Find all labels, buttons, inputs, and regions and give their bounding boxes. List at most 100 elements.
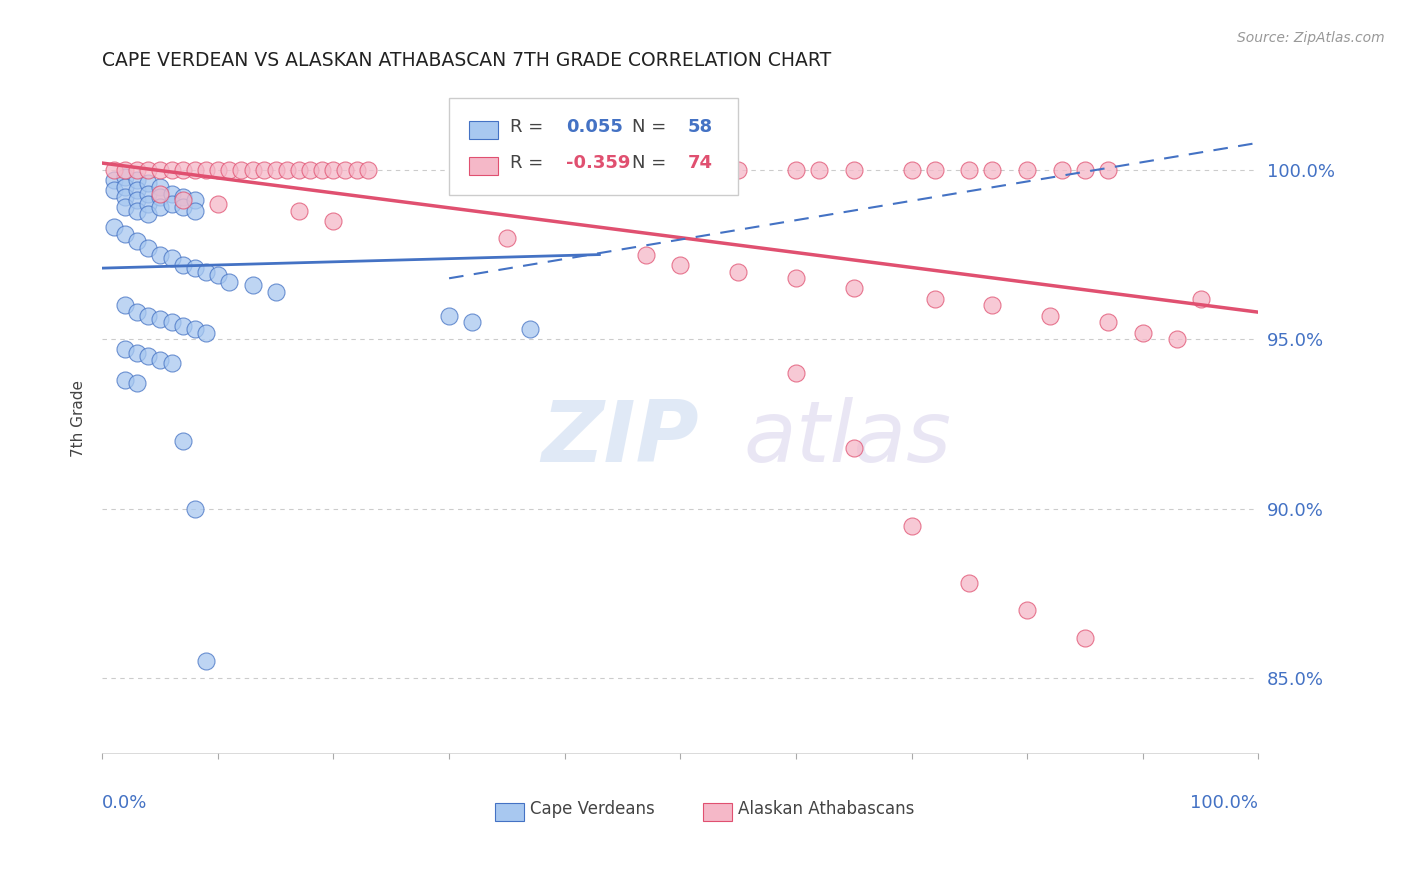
Point: [957, 162, 980, 177]
Point: [149, 162, 172, 177]
Point: [172, 318, 194, 333]
Point: [125, 173, 148, 187]
Point: [160, 162, 183, 177]
Point: [138, 162, 160, 177]
Point: [669, 258, 692, 272]
Point: [207, 196, 229, 211]
Point: [114, 169, 136, 184]
Point: [183, 501, 205, 516]
Point: [1166, 332, 1188, 346]
Point: [785, 162, 807, 177]
Text: 100.0%: 100.0%: [1191, 795, 1258, 813]
Point: [346, 162, 368, 177]
Point: [138, 241, 160, 255]
Point: [114, 298, 136, 312]
Point: [785, 271, 807, 285]
FancyBboxPatch shape: [468, 120, 498, 139]
Point: [461, 315, 484, 329]
FancyBboxPatch shape: [468, 157, 498, 175]
Point: [808, 162, 831, 177]
Point: [160, 186, 183, 201]
Point: [172, 194, 194, 208]
Point: [160, 356, 183, 370]
Point: [160, 315, 183, 329]
Text: R =: R =: [510, 154, 550, 172]
Point: [1039, 309, 1062, 323]
Point: [218, 275, 240, 289]
Point: [172, 162, 194, 177]
Point: [172, 434, 194, 448]
Point: [207, 268, 229, 282]
Point: [287, 162, 309, 177]
FancyBboxPatch shape: [495, 803, 524, 822]
Point: [125, 162, 148, 177]
FancyBboxPatch shape: [449, 98, 738, 195]
Point: [125, 203, 148, 218]
Point: [138, 349, 160, 363]
Point: [322, 213, 344, 227]
Text: N =: N =: [631, 154, 672, 172]
Point: [103, 183, 125, 197]
Point: [125, 194, 148, 208]
Point: [207, 162, 229, 177]
Point: [125, 376, 148, 391]
Point: [242, 162, 264, 177]
Text: 0.055: 0.055: [565, 118, 623, 136]
Text: ZIP: ZIP: [541, 398, 699, 481]
Point: [242, 278, 264, 293]
Point: [183, 162, 205, 177]
Point: [125, 346, 148, 360]
Point: [924, 162, 946, 177]
Point: [264, 285, 287, 299]
Point: [842, 281, 865, 295]
Point: [727, 264, 749, 278]
Point: [138, 186, 160, 201]
Point: [900, 518, 922, 533]
Point: [1050, 162, 1073, 177]
Point: [114, 373, 136, 387]
Point: [114, 200, 136, 214]
Point: [195, 326, 218, 340]
Point: [114, 190, 136, 204]
Text: -0.359: -0.359: [565, 154, 630, 172]
Text: Cape Verdeans: Cape Verdeans: [530, 800, 655, 819]
Point: [1189, 292, 1212, 306]
Text: 58: 58: [688, 118, 713, 136]
Point: [103, 162, 125, 177]
Point: [1017, 603, 1039, 617]
Point: [149, 200, 172, 214]
Point: [160, 196, 183, 211]
Point: [172, 200, 194, 214]
Point: [299, 162, 322, 177]
Point: [1074, 631, 1097, 645]
Point: [138, 309, 160, 323]
Text: atlas: atlas: [744, 398, 952, 481]
Point: [183, 261, 205, 276]
Point: [311, 162, 333, 177]
Point: [160, 251, 183, 265]
Point: [634, 247, 657, 261]
Point: [125, 183, 148, 197]
Point: [1017, 162, 1039, 177]
Text: R =: R =: [510, 118, 550, 136]
Point: [114, 162, 136, 177]
Point: [125, 234, 148, 248]
Point: [437, 309, 460, 323]
Point: [322, 162, 344, 177]
Point: [114, 343, 136, 357]
Point: [149, 352, 172, 367]
Point: [172, 258, 194, 272]
Point: [1132, 326, 1154, 340]
Point: [218, 162, 240, 177]
Point: [195, 162, 218, 177]
Point: [183, 194, 205, 208]
Point: [103, 220, 125, 235]
Point: [195, 654, 218, 668]
Text: Source: ZipAtlas.com: Source: ZipAtlas.com: [1237, 31, 1385, 45]
Point: [138, 196, 160, 211]
Point: [785, 366, 807, 380]
Point: [276, 162, 298, 177]
Point: [149, 186, 172, 201]
Point: [138, 207, 160, 221]
Text: 74: 74: [688, 154, 713, 172]
